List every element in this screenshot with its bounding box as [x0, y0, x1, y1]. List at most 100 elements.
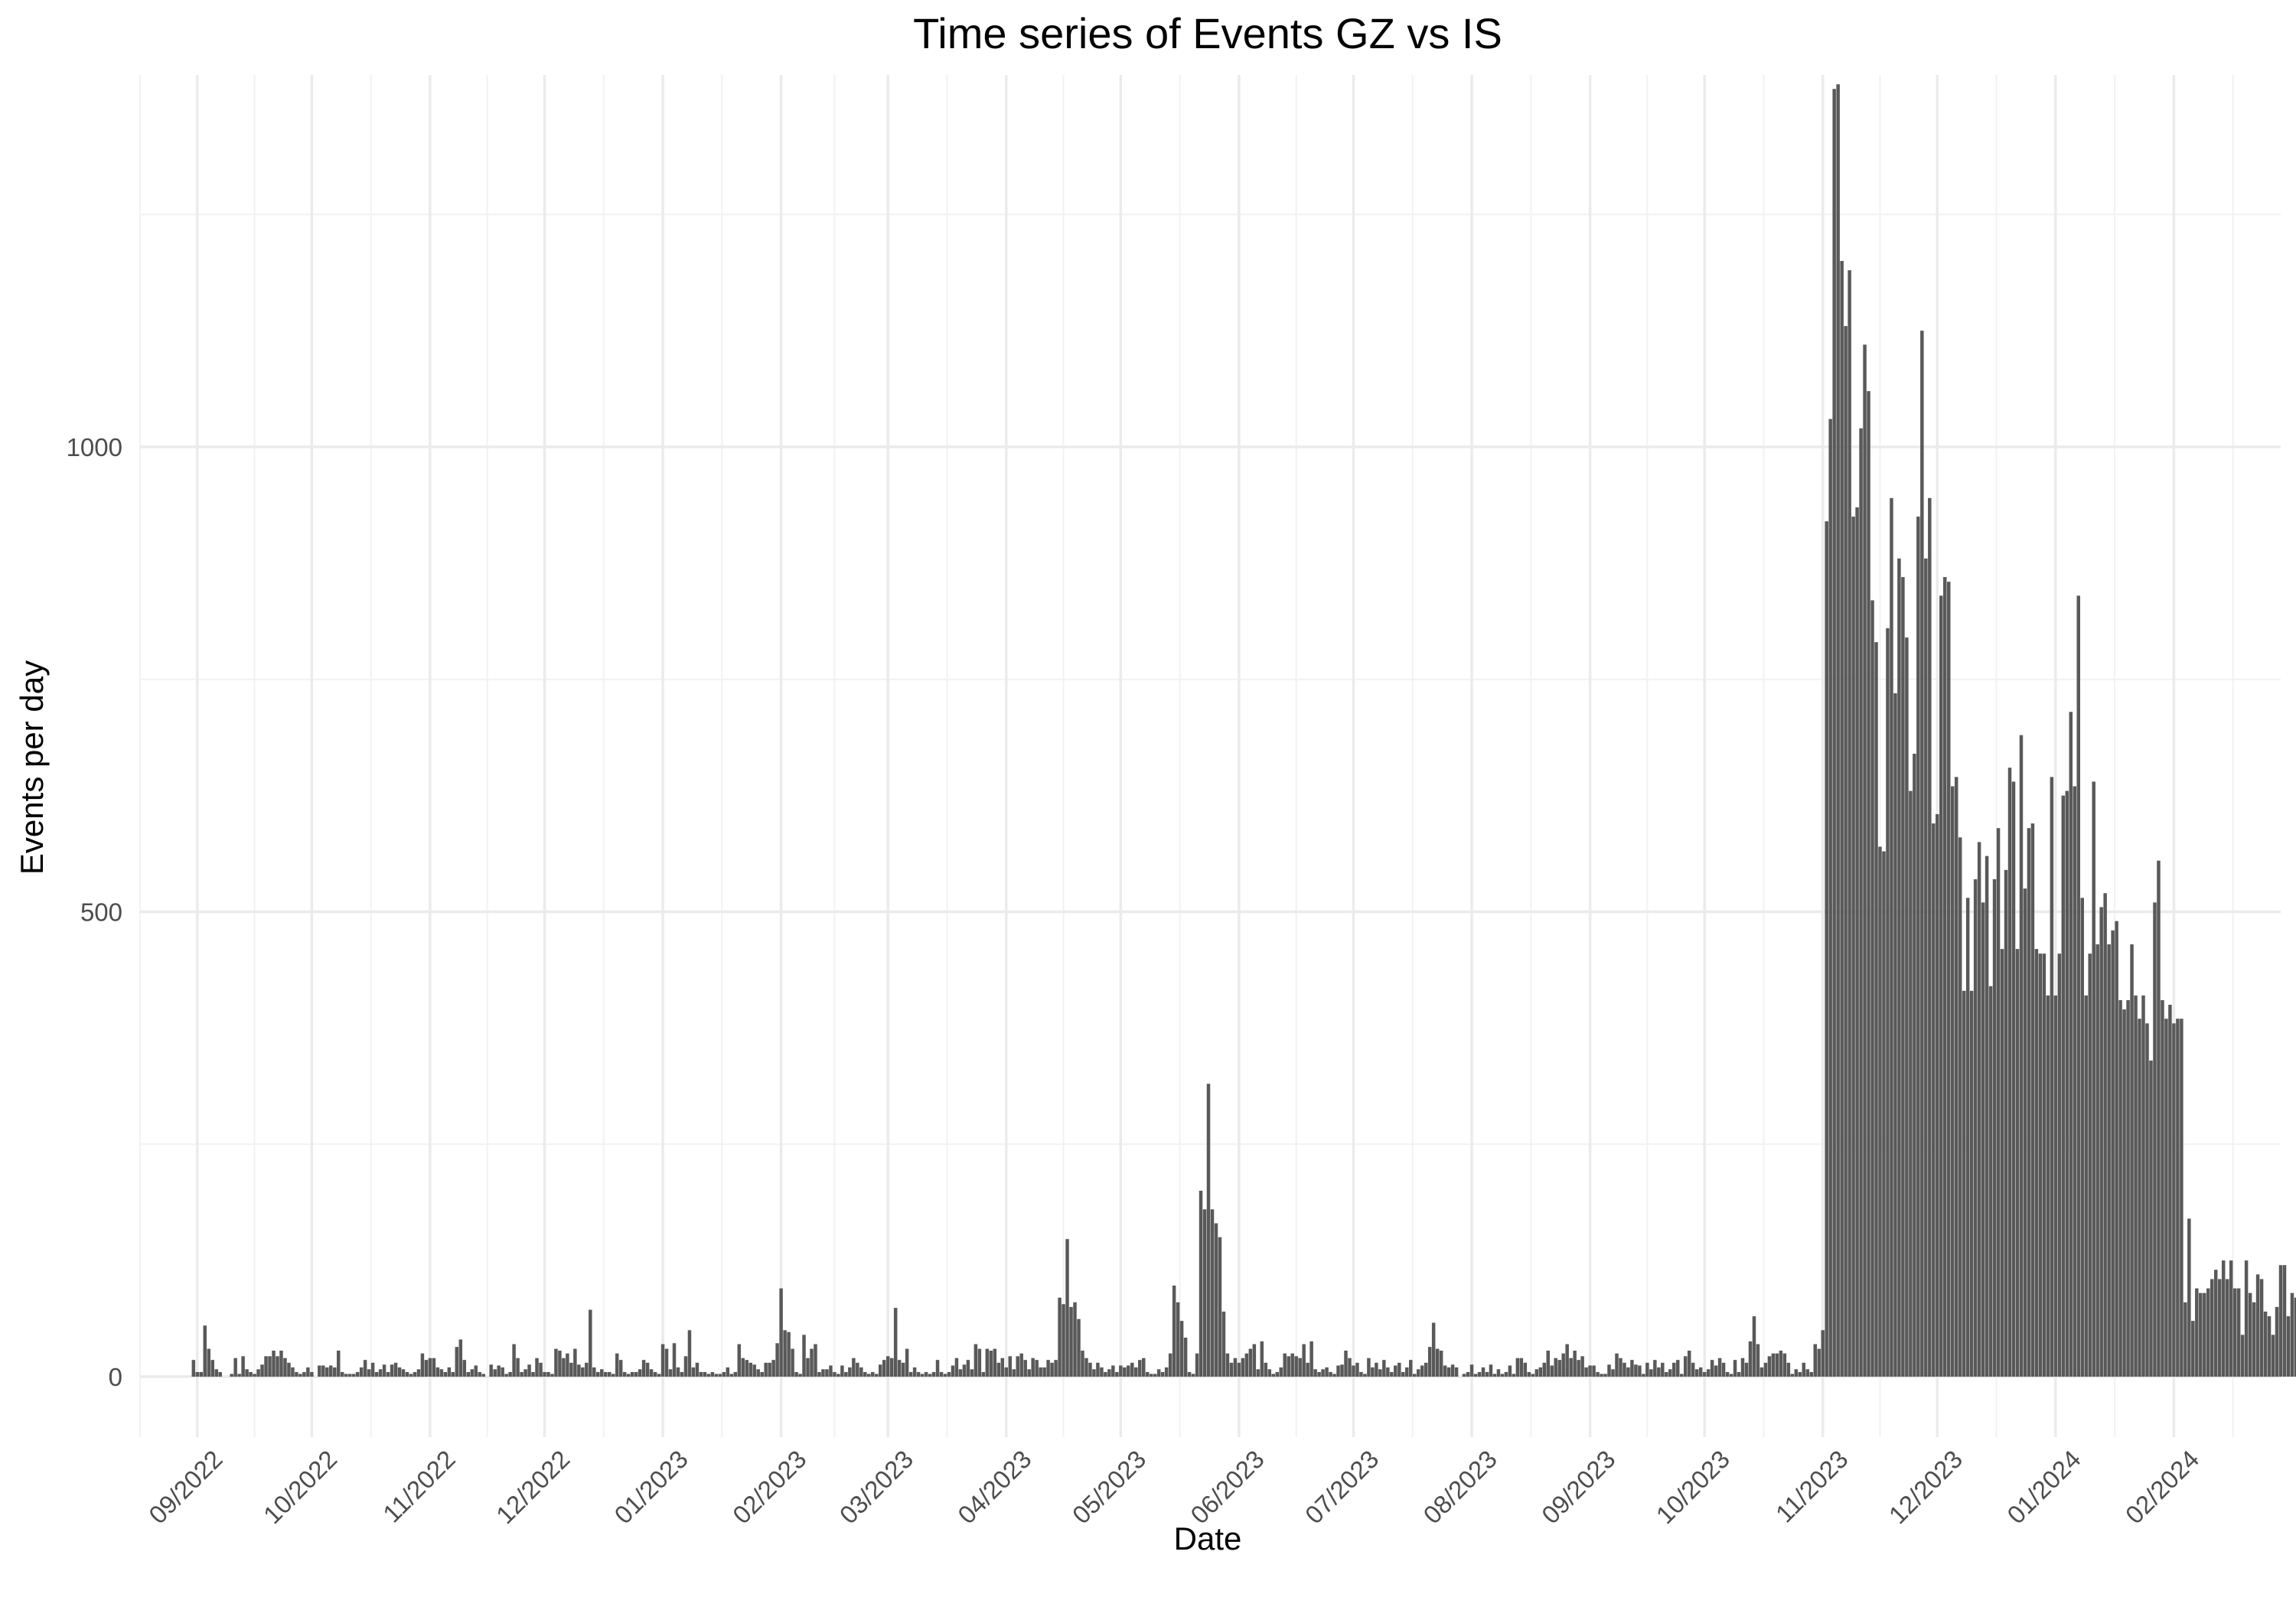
bar	[939, 1371, 944, 1377]
bar	[1115, 1371, 1119, 1377]
bar	[920, 1374, 925, 1377]
bar	[1913, 753, 1916, 1377]
bar	[1969, 990, 1974, 1377]
bar	[1928, 497, 1932, 1377]
bar	[2092, 781, 2095, 1377]
bar	[1596, 1371, 1600, 1377]
bar	[1073, 1302, 1077, 1377]
bar	[1550, 1365, 1554, 1377]
bar	[706, 1374, 711, 1377]
bar	[1638, 1365, 1642, 1377]
x-tick-label: 09/2023	[1536, 1445, 1621, 1530]
bar	[1897, 558, 1901, 1377]
bar	[985, 1348, 990, 1377]
bar	[256, 1369, 260, 1377]
bar	[787, 1332, 791, 1377]
bar	[1260, 1341, 1264, 1377]
bar	[901, 1362, 905, 1377]
bar	[1298, 1358, 1302, 1377]
bar	[1947, 582, 1951, 1377]
bar	[1924, 558, 1928, 1377]
bar	[413, 1371, 417, 1377]
bar	[1294, 1356, 1298, 1377]
bar	[1283, 1353, 1287, 1377]
bar	[814, 1344, 817, 1377]
bar	[2000, 949, 2004, 1377]
bar	[966, 1360, 970, 1377]
bar	[856, 1362, 859, 1377]
bar	[2176, 1019, 2180, 1377]
bar	[1721, 1362, 1726, 1377]
bar	[1302, 1344, 1306, 1377]
bar	[2084, 995, 2088, 1377]
bar	[2255, 1274, 2260, 1377]
bar	[367, 1369, 371, 1377]
bar	[535, 1358, 539, 1377]
bar	[1176, 1302, 1180, 1377]
bar	[2134, 995, 2138, 1377]
bar	[573, 1348, 577, 1377]
bar	[1069, 1306, 1073, 1377]
bar	[1348, 1358, 1352, 1377]
bar	[1672, 1362, 1676, 1377]
x-tick-label: 02/2023	[727, 1445, 812, 1530]
bar	[508, 1371, 512, 1377]
bar	[458, 1339, 463, 1377]
bar	[935, 1360, 940, 1377]
bar	[608, 1371, 612, 1377]
bar	[1706, 1369, 1711, 1377]
bar	[600, 1369, 604, 1377]
x-tick-label: 03/2023	[834, 1445, 919, 1530]
bar	[2065, 790, 2069, 1377]
y-tick-label: 0	[109, 1363, 122, 1391]
bar	[1729, 1374, 1733, 1377]
bar	[1229, 1362, 1234, 1377]
bar	[977, 1348, 982, 1377]
bar	[1264, 1362, 1268, 1377]
bar	[2141, 995, 2145, 1377]
bar	[2095, 944, 2099, 1377]
bar	[1481, 1367, 1486, 1377]
bar	[363, 1360, 367, 1377]
bar	[1809, 1371, 1813, 1377]
x-tick-labels: 09/2022 10/2022 11/2022 12/2022 01/2023 02/20…	[143, 1445, 2204, 1530]
bar	[1127, 1365, 1130, 1377]
bar	[1848, 270, 1851, 1377]
bar	[1802, 1362, 1806, 1377]
bar	[1527, 1371, 1531, 1377]
bar	[2225, 1279, 2229, 1377]
bar	[1748, 1341, 1753, 1377]
bar	[1233, 1358, 1238, 1377]
bar	[2050, 777, 2054, 1377]
bar	[1462, 1374, 1466, 1377]
bar	[1665, 1371, 1668, 1377]
bar	[1737, 1371, 1741, 1377]
bar	[2088, 953, 2092, 1377]
bar	[1653, 1360, 1657, 1377]
bar	[310, 1371, 314, 1377]
bar	[249, 1371, 253, 1377]
bar	[1375, 1362, 1378, 1377]
bar	[432, 1358, 436, 1377]
bar	[2019, 735, 2024, 1377]
bar	[2191, 1321, 2195, 1377]
bar	[497, 1365, 501, 1377]
bar	[2195, 1288, 2199, 1377]
bar	[687, 1330, 692, 1377]
bar	[1534, 1369, 1539, 1377]
bar	[1164, 1367, 1169, 1377]
bar	[1962, 990, 1966, 1377]
bar	[668, 1369, 673, 1377]
bar	[501, 1367, 504, 1377]
bar	[2232, 1288, 2237, 1377]
bar	[1988, 986, 1993, 1377]
bar	[1446, 1367, 1451, 1377]
bar	[2103, 893, 2107, 1377]
bar	[1828, 419, 1832, 1377]
bar	[489, 1364, 493, 1377]
bar	[1874, 642, 1878, 1377]
bar	[2107, 944, 2111, 1377]
bar	[527, 1364, 531, 1377]
bar	[1019, 1353, 1023, 1377]
bar	[2080, 898, 2084, 1377]
